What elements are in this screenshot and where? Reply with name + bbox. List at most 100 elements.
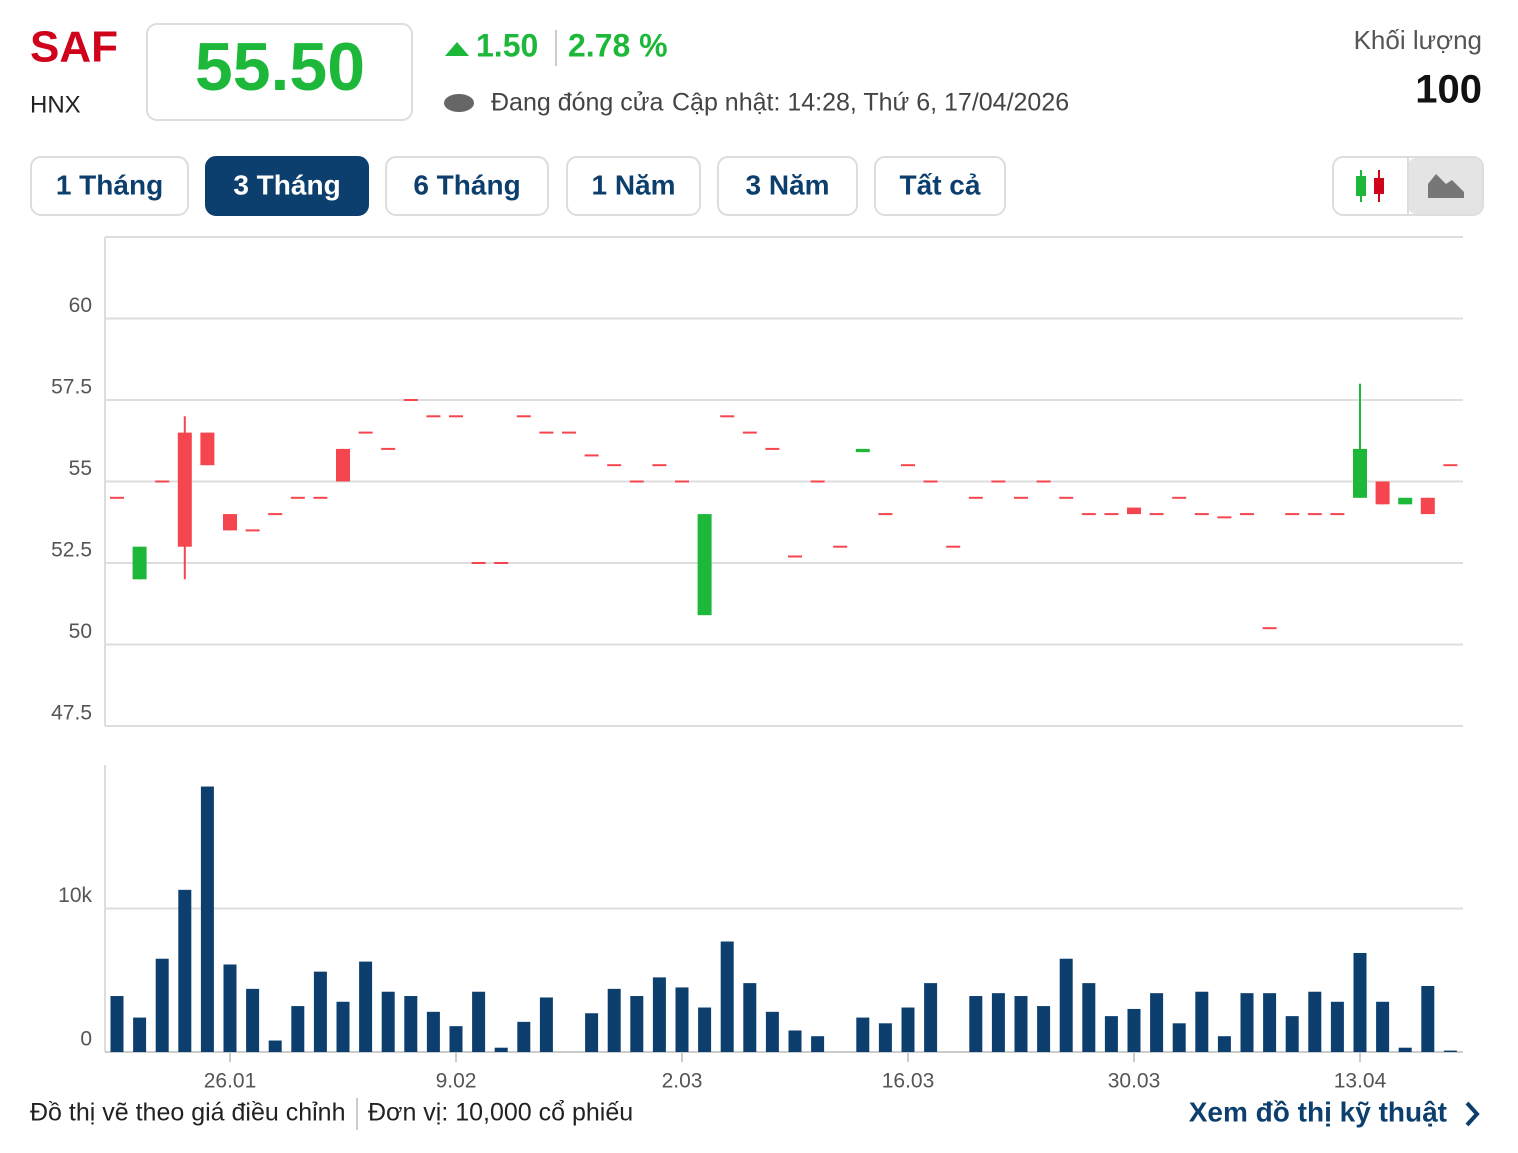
candle-body [607,464,622,467]
candle-body [878,513,893,516]
candle-body [855,448,870,453]
volume-bar [1443,1050,1457,1052]
volume-bar [585,1013,599,1052]
technical-link[interactable]: Xem đồ thị kỹ thuật [1189,1096,1447,1127]
footer-unit: Đơn vị: 10,000 cổ phiếu [368,1099,633,1127]
volume: 100 [1415,68,1482,112]
tab[interactable] [566,156,701,216]
volume-bar [1059,958,1073,1052]
tabs: 1 Tháng 3 Tháng 6 Tháng 1 Năm 3 Năm Tất cả [30,156,1006,216]
candle-body [1059,496,1074,499]
volume-bar [1330,1001,1344,1052]
volume-bar [607,988,621,1052]
volume-bar [856,1017,870,1052]
candle-body [1081,513,1096,516]
volume-bar [924,983,938,1052]
candle-body [155,480,170,483]
tab-label[interactable]: 1 Năm [591,169,675,200]
volume-bar [539,997,553,1052]
volume-bar [1127,1008,1141,1052]
volume-bar [1037,1006,1051,1052]
volume-bar [811,1036,825,1052]
volume-label: Khối lượng [1354,25,1482,55]
y-tick-label: 50 [69,620,92,643]
volume-bar [155,958,169,1052]
tab-label[interactable]: 3 Năm [745,169,829,200]
volume-bar [200,786,214,1052]
tab[interactable] [205,156,369,216]
tab-label[interactable]: Tất cả [900,169,981,200]
y-tick-label: 10k [58,884,92,907]
volume-bar [1150,993,1164,1052]
change-pct: 2.78 % [568,27,668,63]
candle-body [584,454,599,457]
volume-bar [449,1026,463,1052]
candle-body [1420,497,1435,515]
tab-label[interactable]: 1 Tháng [56,169,163,200]
candle-body [1307,513,1322,516]
volume-bar [133,1017,147,1052]
tab[interactable] [30,156,189,216]
candle-body [381,447,396,450]
candle-body [313,496,328,499]
candle-body [449,415,463,418]
candle-body [697,514,712,616]
volume-bar [246,988,260,1052]
candle-body [290,496,305,499]
candle-body [946,545,961,548]
volume-bar [1421,985,1435,1052]
candle-body [1240,513,1254,516]
volume-bar [178,889,192,1052]
candle-body [1149,513,1164,516]
y-tick-label: 0 [80,1028,92,1051]
updated: Cập nhật: 14:28, Thứ 6, 17/04/2026 [672,89,1069,117]
candle-body [1104,513,1119,516]
candle-body [1036,480,1051,483]
candle-body [1353,448,1367,498]
candle-body [968,496,983,499]
volume-bar [1376,1001,1390,1052]
candle-body [991,480,1006,483]
tab[interactable] [874,156,1006,216]
volume-bar [765,1011,779,1052]
volume-bar [630,996,644,1052]
volume-bar [472,991,486,1052]
x-tick-label: 13.04 [1334,1070,1387,1093]
chevron[interactable] [1465,1101,1480,1127]
candle-body [110,496,124,499]
volume-bar [652,977,666,1052]
candle-body [1375,481,1390,505]
candle-body [1443,464,1458,467]
candle-body [494,562,509,564]
candle-body [132,546,147,580]
tab-label[interactable]: 6 Tháng [413,169,520,200]
volume-bar [1014,996,1028,1052]
volume-bar [1195,991,1209,1052]
volume-bar [426,1011,440,1052]
candle-body [516,415,531,418]
candle-body [539,431,554,434]
area-icon [1428,174,1464,198]
candle-body [471,562,486,564]
volume-bar [1285,1016,1299,1052]
volume-bar [788,1030,802,1052]
status-dot [444,94,474,112]
price-box [146,23,413,121]
volume-bar [223,964,237,1052]
tab[interactable] [385,156,549,216]
candle-body [200,432,215,466]
tab[interactable] [717,156,858,216]
candle-body [1014,496,1028,499]
volume-bar [720,941,734,1052]
candle-body [1330,513,1345,516]
volume-bar [1263,993,1277,1052]
x-tick-label: 30.03 [1108,1070,1161,1093]
tab-label[interactable]: 3 Tháng [233,169,340,200]
volume-bar [517,1021,531,1052]
y-tick-label: 57.5 [51,376,92,399]
candle-body [403,399,418,401]
candle-body [1172,496,1187,499]
volume-bar [359,961,373,1052]
x-tick-label: 16.03 [882,1070,935,1093]
